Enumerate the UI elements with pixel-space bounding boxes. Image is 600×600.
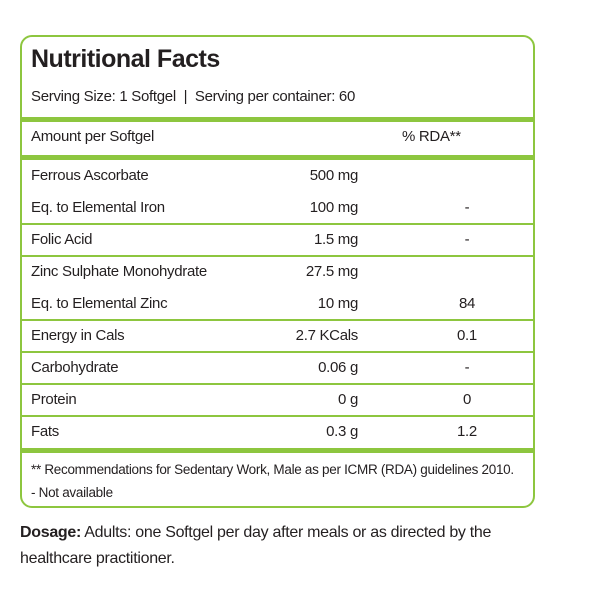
nutrient-name: Protein [31, 391, 77, 408]
row-divider [22, 255, 533, 257]
nutrient-amount: 0 g [338, 391, 358, 408]
header-amount: Amount per Softgel [31, 128, 155, 145]
divider [22, 448, 533, 453]
nutrient-amount: 27.5 mg [305, 263, 358, 280]
nutrient-amount: 2.7 KCals [295, 327, 359, 344]
nutrient-name: Zinc Sulphate Monohydrate [31, 263, 207, 280]
nutrient-name: Eq. to Elemental Zinc [31, 295, 168, 312]
divider [22, 155, 533, 160]
nutrient-amount: 0.06 g [318, 359, 358, 376]
nutrient-rda: - [464, 359, 470, 376]
row-divider [22, 319, 533, 321]
dosage-text: Adults: one Softgel per day after meals … [20, 524, 492, 567]
nutrient-name: Fats [31, 423, 59, 440]
nutrient-rda: - [464, 199, 470, 216]
nutrient-amount: 1.5 mg [313, 231, 358, 248]
nutrient-rda: 0.1 [457, 327, 477, 344]
row-divider [22, 415, 533, 417]
dosage: Dosage: Adults: one Softgel per day afte… [20, 520, 540, 572]
footnote: - Not available [31, 485, 113, 500]
nutrient-rda: 1.2 [457, 423, 477, 440]
title: Nutritional Facts [31, 45, 220, 73]
row-divider [22, 351, 533, 353]
facts-panel: Nutritional Facts Serving Size: 1 Softge… [20, 35, 535, 508]
nutrient-name: Folic Acid [31, 231, 93, 248]
divider [22, 117, 533, 122]
nutrient-rda: - [464, 231, 470, 248]
nutrient-amount: 100 mg [309, 199, 359, 216]
row-divider [22, 383, 533, 385]
nutrient-amount: 500 mg [309, 167, 359, 184]
header-rda: % RDA** [402, 128, 461, 145]
footnote: ** Recommendations for Sedentary Work, M… [31, 462, 514, 477]
nutrient-rda: 0 [462, 391, 472, 408]
serving-info: Serving Size: 1 Softgel | Serving per co… [31, 88, 356, 105]
nutrient-name: Ferrous Ascorbate [31, 167, 149, 184]
row-divider [22, 223, 533, 225]
nutrient-amount: 10 mg [317, 295, 359, 312]
nutrient-name: Carbohydrate [31, 359, 119, 376]
dosage-label: Dosage: [20, 524, 82, 541]
nutrient-amount: 0.3 g [326, 423, 358, 440]
nutrient-name: Eq. to Elemental Iron [31, 199, 165, 216]
nutrient-name: Energy in Cals [31, 327, 125, 344]
nutrient-rda: 84 [458, 295, 476, 312]
